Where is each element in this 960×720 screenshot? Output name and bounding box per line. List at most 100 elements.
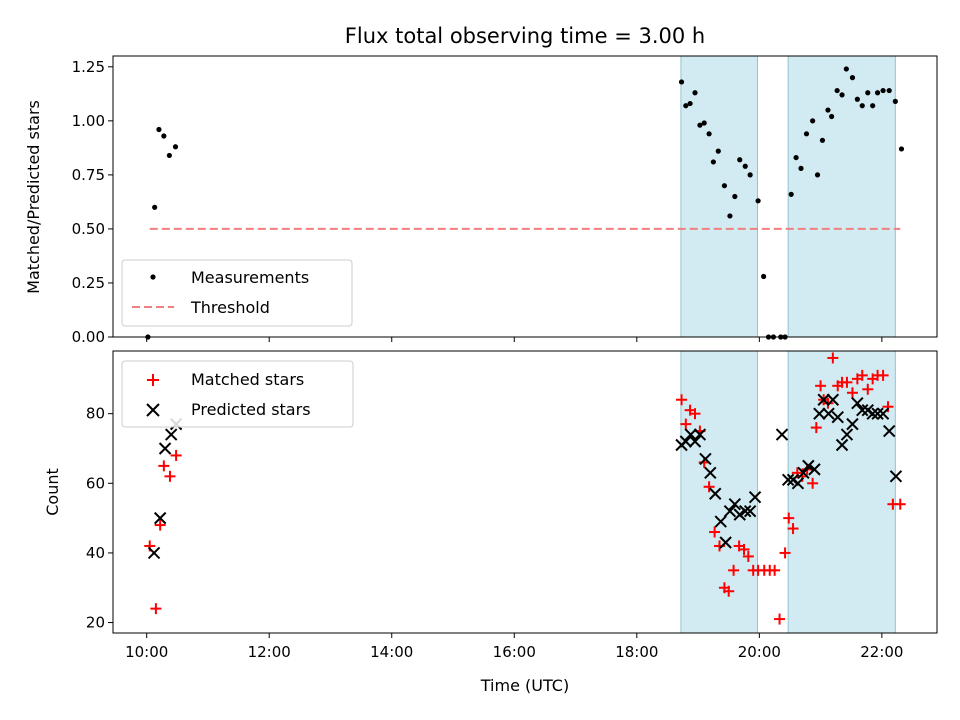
measurement-point <box>854 96 860 102</box>
matched-star-point <box>738 543 750 555</box>
matched-star-point <box>164 470 176 482</box>
matched-star-point <box>769 564 781 576</box>
measurement-point <box>825 107 831 113</box>
measurement-point <box>793 154 799 161</box>
predicted-star-point <box>856 403 869 417</box>
matched-star-point <box>783 512 795 524</box>
matched-star-point <box>827 352 839 364</box>
legend-dot-icon <box>150 274 156 280</box>
y-tick-label: 0.25 <box>72 274 105 292</box>
shaded-interval <box>787 350 896 634</box>
x-tick-label: 14:00 <box>370 643 413 661</box>
y-tick-label: 1.00 <box>72 112 105 130</box>
measurement-point <box>710 159 716 165</box>
predicted-star-point <box>733 508 746 521</box>
top-panel: 0.00 0.25 0.50 0.75 1.00 1.25 Matched/Predict… <box>24 55 938 346</box>
measurement-point <box>829 113 835 120</box>
predicted-star-point <box>822 407 835 420</box>
y-tick-label: 40 <box>86 544 105 562</box>
top-panel-x-ticks <box>146 337 883 342</box>
legend-plus-icon <box>147 374 159 386</box>
shaded-interval <box>680 55 758 338</box>
matched-star-point <box>846 387 858 399</box>
measurement-point <box>834 87 840 94</box>
y-tick-label: 20 <box>86 614 105 632</box>
bottom-panel-y-ticks: 20 40 60 80 <box>86 405 113 632</box>
y-tick-label: 0.75 <box>72 166 105 184</box>
measurement-point <box>701 120 707 126</box>
predicted-star-point <box>817 393 830 406</box>
predicted-star-point <box>797 466 810 480</box>
matched-star-point <box>862 383 874 395</box>
measurement-point <box>814 172 821 178</box>
legend-x-icon <box>146 403 160 417</box>
legend-box <box>121 360 354 428</box>
matched-star-point <box>787 523 799 535</box>
predicted-star-point <box>871 407 884 420</box>
top-panel-ylabel: Matched/Predicted stars <box>24 100 43 294</box>
matched-star-point <box>728 564 740 576</box>
predicted-star-point <box>851 397 864 410</box>
measurement-point <box>803 131 810 137</box>
measurement-point <box>849 75 856 81</box>
matched-star-point <box>154 519 166 531</box>
measurement-point <box>152 204 158 210</box>
predicted-star-point <box>699 452 712 466</box>
measurement-point <box>755 198 761 204</box>
matched-star-point <box>742 550 754 562</box>
measurement-point <box>810 118 816 124</box>
legend-label-predicted: Predicted stars <box>191 400 311 419</box>
measurement-point <box>678 79 685 85</box>
legend-label-measurements: Measurements <box>191 268 309 287</box>
matched-star-point <box>841 376 853 388</box>
predicted-star-point <box>153 511 167 525</box>
matched-star-point <box>680 418 692 430</box>
measurement-point <box>839 92 845 98</box>
predicted-star-point <box>866 407 879 420</box>
measurement-point <box>687 100 693 107</box>
measurement-point <box>761 273 767 280</box>
matched-star-point <box>882 401 894 413</box>
measurement-point <box>721 183 728 189</box>
predicted-star-point <box>684 428 697 441</box>
bottom-panel-legend: Matched stars Predicted stars <box>121 360 354 428</box>
top-panel-y-ticks: 0.00 0.25 0.50 0.75 1.00 1.25 <box>72 58 113 346</box>
predicted-star-point <box>889 470 903 483</box>
measurement-point <box>798 165 804 171</box>
shaded-interval <box>680 350 758 634</box>
measurement-point <box>898 146 905 152</box>
x-tick-label: 22:00 <box>860 643 903 661</box>
predicted-star-point <box>748 491 762 504</box>
predicted-star-point <box>846 417 859 431</box>
predicted-star-point <box>709 487 722 500</box>
measurement-point <box>874 90 881 96</box>
measurement-point <box>706 131 712 137</box>
matched-star-point <box>894 498 906 510</box>
predicted-star-point <box>688 435 702 448</box>
bottom-panel-x-ticks: 10:00 12:00 14:00 16:00 18:00 20:00 22:00 <box>125 633 903 661</box>
predicted-star-point <box>693 428 707 441</box>
matched-star-point <box>723 585 735 597</box>
bottom-panel-predicted-points <box>147 393 903 560</box>
predicted-star-point <box>876 407 890 420</box>
measurement-point <box>161 133 167 139</box>
measurement-point <box>843 66 849 72</box>
legend-label-threshold: Threshold <box>190 298 270 317</box>
measurement-point <box>737 157 743 163</box>
measurement-point <box>819 137 826 143</box>
measurement-point <box>683 103 689 109</box>
measurement-point <box>892 98 898 104</box>
measurement-point <box>880 87 886 94</box>
measurement-point <box>747 172 753 178</box>
top-panel-shading <box>680 55 896 338</box>
measurement-point <box>172 144 179 150</box>
matched-star-point <box>774 613 786 625</box>
matched-star-point <box>709 526 721 538</box>
measurement-point <box>865 90 871 96</box>
measurement-point <box>156 126 162 133</box>
x-tick-label: 10:00 <box>125 643 168 661</box>
x-tick-label: 20:00 <box>738 643 781 661</box>
y-tick-label: 80 <box>86 405 105 423</box>
predicted-star-point <box>840 428 854 441</box>
predicted-star-point <box>826 393 840 406</box>
